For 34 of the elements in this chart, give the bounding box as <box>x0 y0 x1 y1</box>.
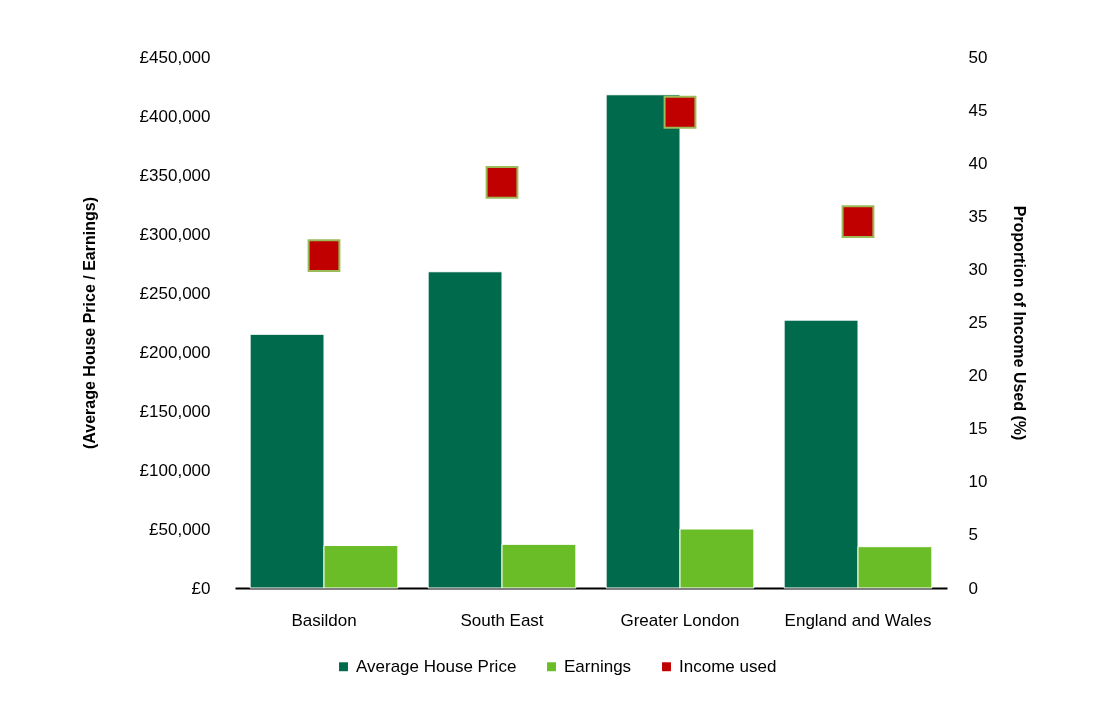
y2-tick-label: 30 <box>968 259 988 279</box>
legend-label: Average House Price <box>356 656 517 676</box>
point <box>663 95 697 129</box>
point <box>841 205 875 239</box>
y2-tick-label: 20 <box>968 366 988 386</box>
y-tick-label: £300,000 <box>139 224 211 244</box>
y2-axis-title: Proportion of Income Used (%) <box>1011 205 1029 441</box>
y-tick-label: £100,000 <box>139 460 211 480</box>
y2-tick-label: 25 <box>968 313 988 332</box>
y2-tick-label: 10 <box>968 472 988 492</box>
y2-tick-label: 35 <box>968 206 988 226</box>
y-tick-label: £0 <box>191 578 211 598</box>
y-tick-label: £150,000 <box>139 401 211 421</box>
y-tick-label: £400,000 <box>139 106 211 126</box>
y-tick-label: £50,000 <box>149 519 211 539</box>
legend-label: Earnings <box>564 656 632 676</box>
y2-tick-label: 15 <box>968 419 988 439</box>
y-tick-label: £350,000 <box>139 165 211 185</box>
y2-tick-label: 40 <box>968 153 988 173</box>
y-axis-title: (Average House Price / Earnings) <box>80 197 98 449</box>
y-tick-label: £450,000 <box>139 47 211 67</box>
x-tick-label: Greater London <box>620 610 740 630</box>
point <box>307 239 341 272</box>
y-tick-label: £200,000 <box>139 342 211 362</box>
x-tick-label: Basildon <box>291 610 357 630</box>
point <box>485 165 519 199</box>
y2-tick-label: 0 <box>968 578 978 598</box>
y-tick-label: £250,000 <box>139 283 211 303</box>
y2-tick-label: 5 <box>968 525 978 545</box>
x-tick-label: South East <box>460 610 544 630</box>
y2-tick-label: 45 <box>968 100 988 120</box>
legend-label: Income used <box>679 656 777 676</box>
x-tick-label: England and Wales <box>784 610 932 630</box>
y2-tick-label: 50 <box>968 47 988 67</box>
